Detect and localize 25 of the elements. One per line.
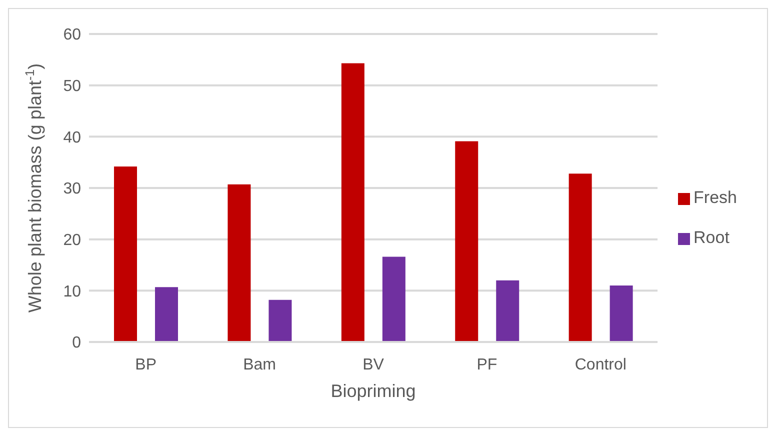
bar (382, 256, 406, 342)
legend-label: Root (694, 228, 730, 247)
bar (341, 63, 364, 342)
legend-label: Fresh (694, 188, 737, 207)
bar (268, 300, 292, 342)
y-tick-label: 0 (72, 334, 82, 352)
y-tick-label: 40 (63, 129, 82, 146)
x-tick-label: BP (135, 356, 157, 374)
x-tick-label: Control (574, 356, 626, 374)
y-tick-label: 30 (63, 180, 82, 198)
x-tick-label: Bam (243, 356, 276, 374)
x-tick-label: BV (362, 356, 384, 374)
y-tick-label: 20 (63, 232, 82, 250)
bar (114, 166, 137, 342)
y-tick-label: 10 (63, 283, 82, 300)
x-axis-title: Biopriming (330, 381, 416, 401)
bar (455, 141, 478, 342)
y-tick-label: 60 (63, 26, 82, 44)
bar (610, 286, 633, 342)
bar (155, 287, 178, 342)
y-tick-label: 50 (63, 78, 82, 96)
bar (228, 184, 251, 342)
bar (496, 280, 520, 342)
bar (568, 174, 592, 342)
x-tick-label: PF (476, 356, 498, 374)
